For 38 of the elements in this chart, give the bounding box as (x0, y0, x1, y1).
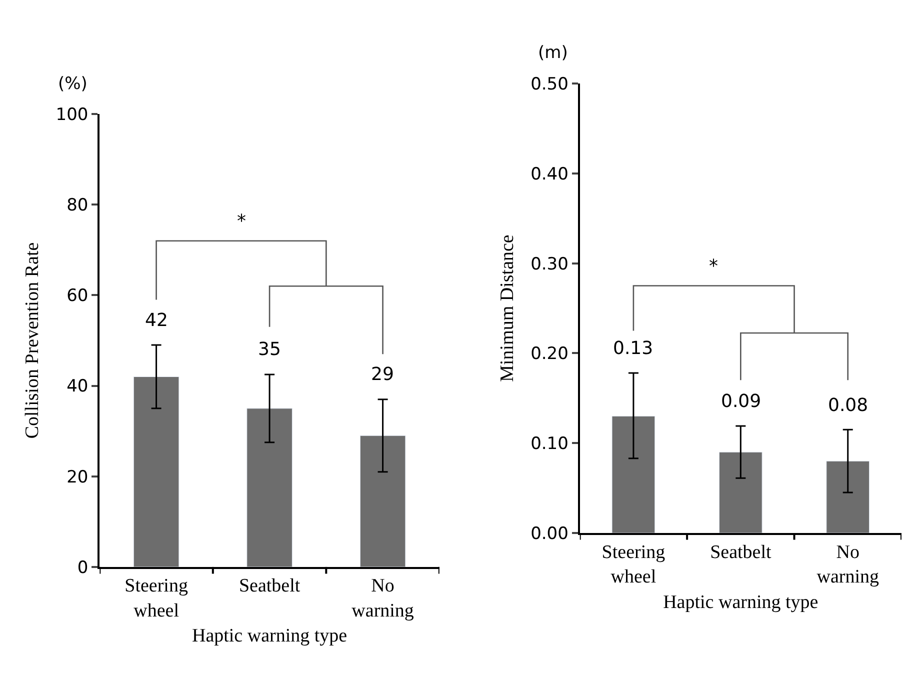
x-axis-title: Haptic warning type (663, 592, 818, 613)
bar (826, 460, 870, 534)
data-label: 0.09 (721, 391, 762, 412)
y-tick-label: 0.50 (530, 74, 568, 94)
annotation: * (237, 211, 246, 232)
y-tick-label: 0 (77, 558, 88, 578)
y-axis-title: Collision Prevention Rate (22, 242, 44, 439)
x-tick-label: Seatbelt (710, 542, 772, 563)
x-tick-label: Seatbelt (238, 576, 301, 597)
x-tick-label: Steering wheel (124, 576, 188, 622)
x-tick-label: Steering wheel (602, 542, 666, 588)
data-label: 0.08 (828, 395, 868, 416)
bar (718, 452, 762, 534)
y-tick-label: 0.40 (530, 164, 568, 184)
data-label: 0.13 (613, 338, 654, 359)
y-tick-label: 0.10 (530, 434, 568, 454)
y-tick-label: 100 (56, 105, 88, 126)
y-tick-label: 0.20 (530, 344, 568, 364)
bar (360, 435, 406, 567)
y-tick-label: 80 (66, 196, 88, 216)
y-axis-title: Minimum Distance (496, 234, 518, 382)
data-label: 35 (258, 339, 281, 360)
text: (m) (538, 43, 568, 63)
y-tick-label: 40 (66, 376, 88, 397)
data-label: 29 (371, 364, 394, 385)
text: (%) (58, 74, 88, 94)
y-tick-label: 0.00 (530, 524, 568, 544)
bar (612, 416, 656, 534)
y-tick-label: 20 (66, 467, 88, 488)
bar (246, 408, 292, 567)
data-label: 42 (145, 310, 168, 331)
bar (133, 376, 180, 567)
x-axis-title: Haptic warning type (192, 626, 348, 647)
y-tick-label: 0.30 (530, 254, 568, 274)
x-tick-label: No warning (352, 576, 414, 622)
x-tick-label: No warning (816, 542, 880, 588)
annotation: * (709, 256, 718, 277)
y-tick-label: 60 (66, 286, 88, 306)
